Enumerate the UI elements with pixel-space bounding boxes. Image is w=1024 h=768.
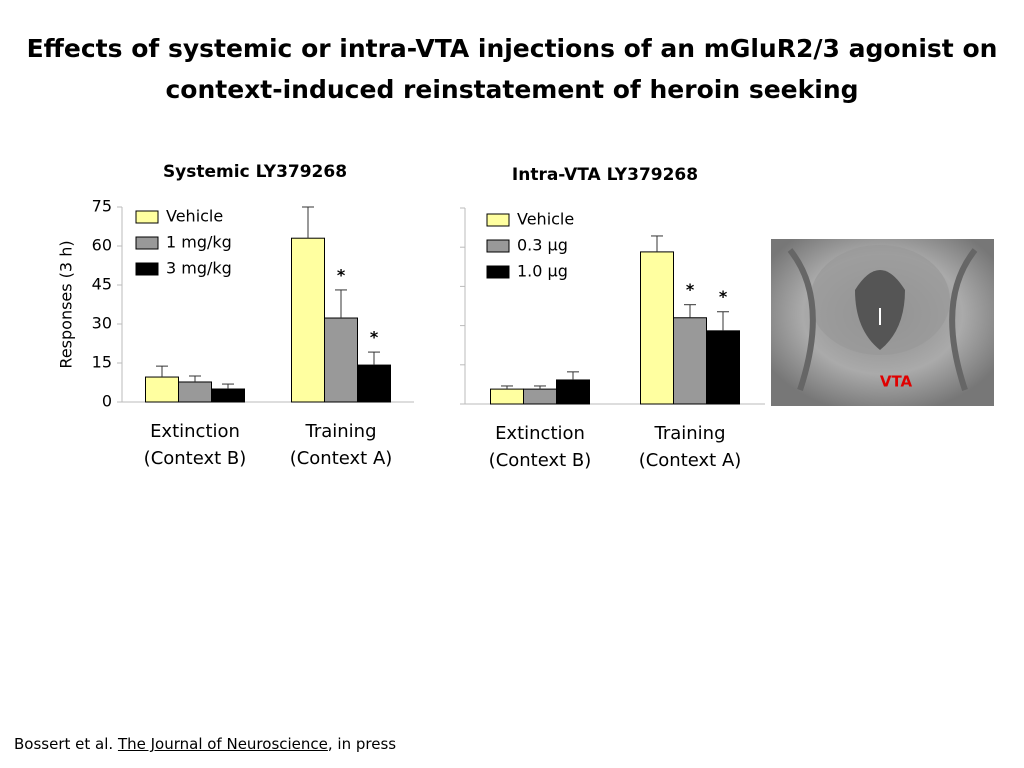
- bar: [640, 251, 674, 405]
- bar: [145, 376, 179, 403]
- y-tick-label: 0: [102, 392, 112, 411]
- y-tick-label: 45: [92, 275, 112, 294]
- image-label: VTA: [880, 373, 913, 391]
- bar: [357, 364, 391, 403]
- slide-title: Effects of systemic or intra-VTA injecti…: [26, 34, 998, 104]
- citation-authors: Bossert et al.: [14, 735, 114, 753]
- bar: [673, 317, 707, 405]
- y-tick-label: 75: [92, 197, 112, 216]
- bar: [706, 330, 740, 405]
- y-tick-label: 15: [92, 353, 112, 372]
- brain-image: VTA: [771, 239, 994, 406]
- legend-swatch: [135, 262, 159, 276]
- bar: [324, 317, 358, 403]
- legend-swatch: [486, 265, 510, 279]
- legend-label: Vehicle: [517, 210, 574, 229]
- bar: [523, 388, 557, 405]
- bar: [178, 381, 212, 403]
- bar: [490, 388, 524, 405]
- legend-label: 1 mg/kg: [166, 233, 232, 252]
- x-tick-label: Training (Context A): [289, 421, 393, 469]
- y-tick-label: 30: [92, 314, 112, 333]
- significance-marker: *: [686, 280, 695, 299]
- legend-label: Vehicle: [166, 207, 223, 226]
- legend-swatch: [135, 210, 159, 224]
- bar: [291, 237, 325, 403]
- legend-label: 1.0 μg: [517, 262, 568, 281]
- y-axis-title: Responses (3 h): [57, 240, 76, 368]
- x-tick-label: Extinction (Context B): [143, 421, 247, 469]
- legend-label: 3 mg/kg: [166, 259, 232, 278]
- citation-status: , in press: [327, 735, 397, 753]
- bar: [556, 379, 590, 405]
- y-tick-label: 60: [92, 236, 112, 255]
- x-tick-label: Training (Context A): [638, 423, 742, 471]
- chart-title: Systemic LY379268: [163, 162, 347, 182]
- legend-swatch: [486, 239, 510, 253]
- significance-marker: *: [370, 328, 379, 347]
- legend-swatch: [486, 213, 510, 227]
- x-tick-label: Extinction (Context B): [488, 423, 592, 471]
- legend-swatch: [135, 236, 159, 250]
- citation: Bossert et al. The Journal of Neuroscien…: [14, 735, 396, 753]
- significance-marker: *: [337, 265, 346, 284]
- bar: [211, 388, 245, 403]
- citation-journal: The Journal of Neuroscience: [117, 735, 328, 753]
- legend-label: 0.3 μg: [517, 236, 568, 255]
- chart-title: Intra-VTA LY379268: [512, 165, 698, 185]
- significance-marker: *: [719, 287, 728, 306]
